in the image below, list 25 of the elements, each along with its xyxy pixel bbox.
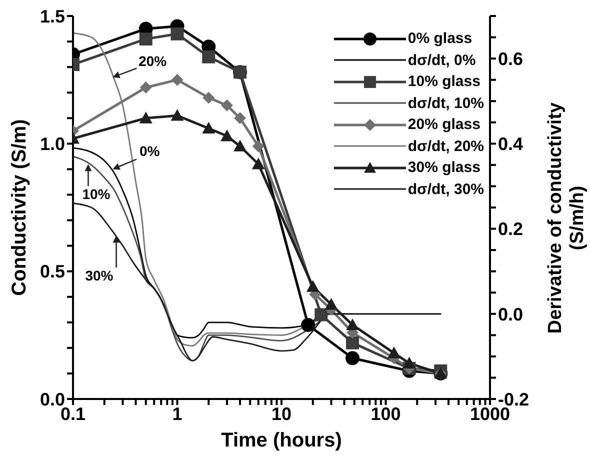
y-tick-label: 0.5	[40, 262, 65, 282]
y-axis-title: Conductivity (S/m)	[8, 119, 30, 296]
y2-tick-label: 0.6	[498, 48, 524, 69]
legend-label: dσ/dt, 30%	[408, 180, 484, 200]
legend-label: dσ/dt, 0%	[408, 50, 476, 70]
annotation: 30%	[85, 267, 114, 284]
y-tick-label: 1.5	[40, 6, 65, 26]
legend-label: 10% glass	[408, 72, 480, 92]
annotation: 0%	[140, 142, 160, 159]
x-axis-title: Time (hours)	[221, 429, 342, 452]
x-tick-label: 1	[172, 404, 182, 424]
y2-tick-label: 0.2	[498, 219, 524, 240]
legend-label: dσ/dt, 20%	[408, 136, 484, 156]
legend-label: 20% glass	[408, 115, 480, 135]
x-tick-label: 10	[271, 404, 292, 424]
y2-axis-title: Derivative of conductivity (S/m/h)	[545, 102, 588, 334]
y-tick-label: 1.0	[40, 134, 65, 154]
legend-label: 30% glass	[408, 158, 480, 178]
y2-tick-label: 0.0	[498, 304, 524, 324]
annotation: 20%	[138, 52, 168, 69]
y2-tick-label: 0.4	[498, 134, 524, 154]
legend-label: 0% glass	[408, 29, 472, 49]
legend-label: dσ/dt, 10%	[408, 94, 484, 114]
x-tick-label: 100	[370, 404, 401, 424]
annotation: 10%	[82, 186, 111, 202]
